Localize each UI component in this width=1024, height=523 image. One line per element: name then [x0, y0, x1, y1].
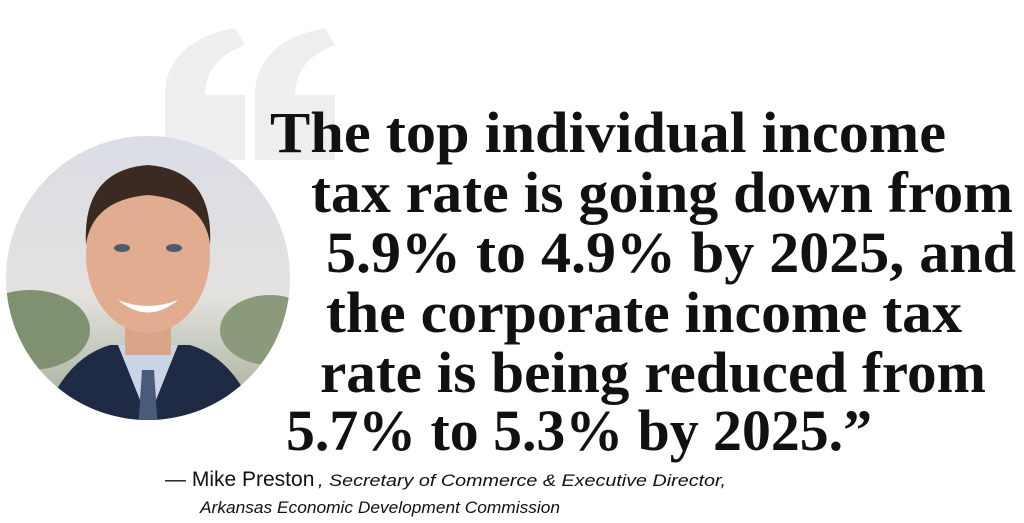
quote-line: 5.9% to 4.9% by 2025, and [326, 220, 1016, 285]
quote-line: The top individual income [270, 100, 946, 165]
quote-line: 5.7% to 5.3% by 2025.” [286, 398, 872, 463]
attribution-title: Arkansas Economic Development Commission [199, 498, 560, 517]
quote-line: rate is being reduced from [320, 340, 986, 405]
portrait [6, 136, 290, 420]
quote-line: the corporate income tax [326, 280, 962, 345]
attribution-name: — Mike Preston [165, 468, 314, 491]
decorative-quote-mark [165, 28, 335, 160]
attribution-title: , Secretary of Commerce & Executive Dire… [318, 471, 726, 490]
quote-line: tax rate is going down from [311, 160, 1013, 225]
